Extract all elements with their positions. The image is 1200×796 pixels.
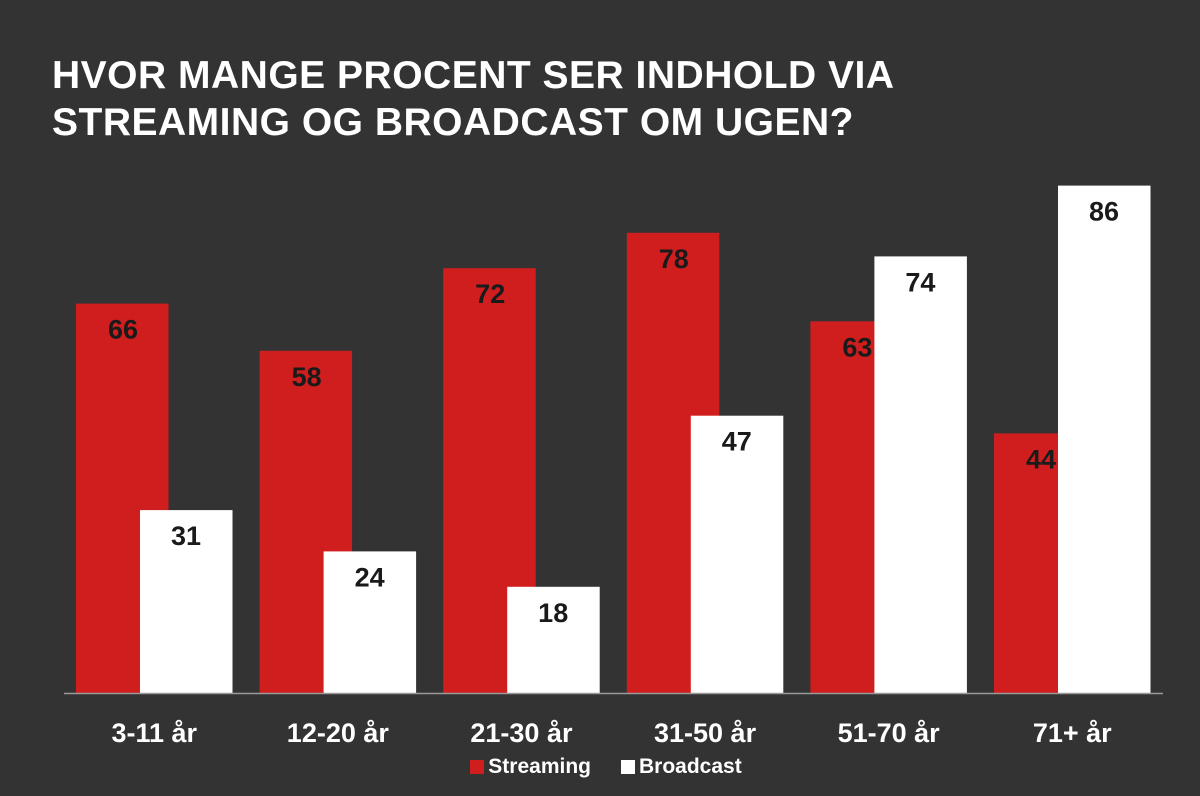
x-tick-label-2: 12-20 år: [287, 718, 390, 748]
data-label-streaming-6: 44: [1026, 444, 1056, 474]
legend-item-streaming: Streaming: [470, 753, 591, 781]
legend-swatch-broadcast: [621, 760, 635, 774]
bar-broadcast-4: [690, 415, 784, 693]
data-label-broadcast-3: 18: [538, 598, 568, 628]
x-tick-label-6: 71+ år: [1033, 718, 1112, 748]
chart-title: HVOR MANGE PROCENT SER INDHOLD VIA STREA…: [52, 52, 1052, 146]
data-label-streaming-5: 63: [842, 332, 872, 362]
bar-broadcast-5: [874, 256, 967, 693]
bars-group: 66 31 58 24 72 18 78 47 63 74 44 86: [76, 185, 1151, 694]
data-label-streaming-2: 58: [292, 362, 322, 392]
x-tick-label-1: 3-11 år: [111, 718, 197, 748]
x-tick-label-5: 51-70 år: [838, 718, 941, 748]
bar-broadcast-1: [140, 510, 233, 693]
chart-title-line-2: STREAMING OG BROADCAST OM UGEN?: [52, 101, 854, 144]
data-label-streaming-4: 78: [659, 244, 689, 274]
data-label-broadcast-2: 24: [355, 562, 385, 592]
legend-label-streaming: Streaming: [488, 755, 591, 778]
data-label-broadcast-6: 86: [1089, 197, 1119, 227]
x-tick-labels: 3-11 år 12-20 år 21-30 år 31-50 år 51-70 år 7…: [111, 718, 1112, 748]
data-label-streaming-3: 72: [475, 279, 505, 309]
x-tick-label-3: 21-30 år: [470, 718, 573, 748]
legend-item-broadcast: Broadcast: [621, 753, 742, 781]
bar-broadcast-6: [1058, 185, 1151, 693]
data-label-broadcast-4: 47: [722, 427, 752, 457]
legend-swatch-streaming: [470, 760, 485, 774]
data-label-broadcast-1: 31: [171, 521, 201, 551]
data-label-streaming-1: 66: [108, 315, 138, 345]
chart-title-line-1: HVOR MANGE PROCENT SER INDHOLD VIA: [52, 54, 895, 97]
bar-broadcast-3: [507, 586, 600, 693]
legend: Streaming Broadcast: [0, 753, 1200, 781]
legend-label-broadcast: Broadcast: [639, 755, 742, 778]
data-label-broadcast-5: 74: [905, 267, 935, 297]
bar-broadcast-2: [323, 551, 417, 693]
x-tick-label-4: 31-50 år: [654, 718, 757, 748]
